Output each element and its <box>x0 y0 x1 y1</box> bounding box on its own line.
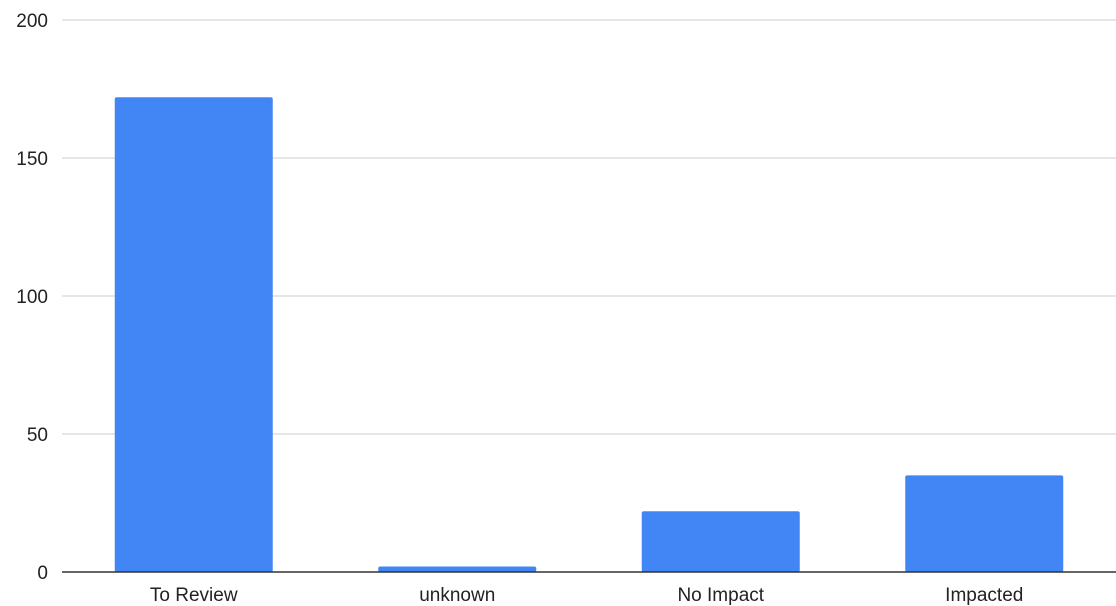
y-tick-label: 100 <box>16 287 48 308</box>
bar-to-review[interactable] <box>114 97 273 572</box>
x-tick-label: unknown <box>419 585 495 606</box>
x-tick-label: No Impact <box>677 585 764 606</box>
x-tick-label: To Review <box>150 585 238 606</box>
x-tick-label: Impacted <box>945 585 1023 606</box>
bar-unknown[interactable] <box>378 566 537 572</box>
y-tick-labels: 0 50 100 150 200 <box>16 11 48 584</box>
y-tick-label: 50 <box>27 425 48 446</box>
bars <box>114 97 1064 572</box>
bar-no-impact[interactable] <box>641 511 800 572</box>
y-tick-label: 200 <box>16 11 48 32</box>
bar-impacted[interactable] <box>905 475 1064 572</box>
y-tick-label: 0 <box>37 563 48 584</box>
x-tick-labels: To Review unknown No Impact Impacted <box>150 585 1023 606</box>
y-tick-label: 150 <box>16 149 48 170</box>
